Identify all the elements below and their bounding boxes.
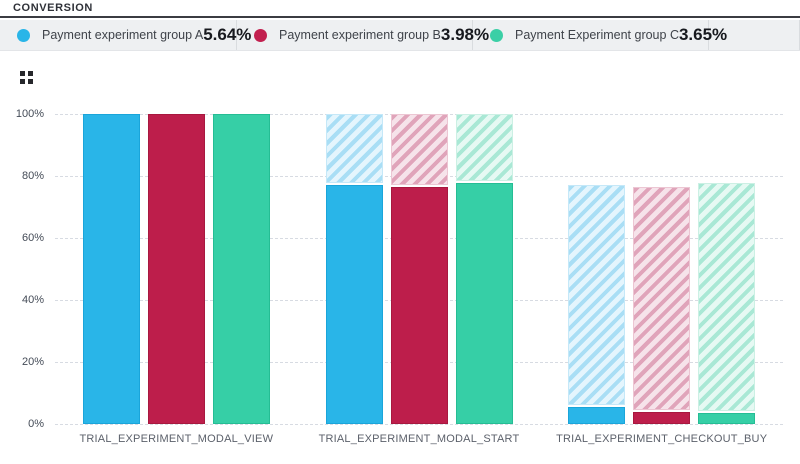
panel-header: CONVERSION [0,0,800,18]
legend-spacer [709,20,800,50]
legend-label: Payment experiment group A [42,28,204,42]
y-axis-tick-label: 20% [21,356,44,368]
bar-dropoff-trial_experiment_modal_start-series-1[interactable] [390,114,448,186]
bar-trial_experiment_modal_view-series-2[interactable] [212,114,270,424]
x-axis-category-label: TRIAL_EXPERIMENT_CHECKOUT_BUY [556,433,768,445]
bar-trial_experiment_modal_start-series-1[interactable] [390,187,448,424]
panel-title: CONVERSION [13,2,93,14]
x-axis-category-label: TRIAL_EXPERIMENT_MODAL_START [318,433,520,445]
bar-dropoff-trial_experiment_modal_start-series-0[interactable] [325,114,383,184]
legend-value: 3.65% [678,25,728,44]
bar-trial_experiment_checkout_buy-series-2[interactable] [698,412,756,424]
y-axis-tick-label: 100% [15,108,44,120]
bar-dropoff-trial_experiment_checkout_buy-series-0[interactable] [568,185,626,405]
grid-handle-icon[interactable] [20,71,33,84]
bar-trial_experiment_modal_start-series-0[interactable] [325,185,383,424]
bar-dropoff-trial_experiment_checkout_buy-series-1[interactable] [633,187,691,410]
legend: Payment experiment group A 5.64% Payment… [0,20,800,51]
x-axis-category-label: TRIAL_EXPERIMENT_MODAL_VIEW [79,433,274,445]
bar-dropoff-trial_experiment_checkout_buy-series-2[interactable] [698,183,756,411]
legend-item-group-b[interactable]: Payment experiment group B 3.98% [237,20,489,50]
legend-item-group-a[interactable]: Payment experiment group A 5.64% [0,20,251,50]
series-c-color-dot-icon [490,28,503,42]
series-b-color-dot-icon [254,28,267,42]
bar-trial_experiment_modal_start-series-2[interactable] [455,183,513,424]
bar-trial_experiment_modal_view-series-0[interactable] [82,114,140,424]
y-axis-tick-label: 60% [21,232,44,244]
bar-trial_experiment_checkout_buy-series-0[interactable] [568,406,626,424]
series-a-color-dot-icon [17,28,30,42]
gridline-0 [55,424,783,425]
funnel-bar-chart: 0% 20% 40% 60% 80% 100% TRIAL_EXPERIMENT_MODAL… [0,51,800,464]
legend-label: Payment experiment group B [279,28,441,42]
y-axis-tick-label: 40% [21,294,44,306]
y-axis-tick-label: 80% [21,170,44,182]
legend-value: 3.98% [440,25,490,44]
bar-trial_experiment_modal_view-series-1[interactable] [147,114,205,424]
bar-trial_experiment_checkout_buy-series-1[interactable] [633,411,691,424]
bar-dropoff-trial_experiment_modal_start-series-2[interactable] [455,114,513,182]
legend-value: 5.64% [203,25,252,44]
legend-label: Payment Experiment group C [515,28,679,42]
legend-item-group-c[interactable]: Payment Experiment group C 3.65% [473,20,727,50]
y-axis-tick-label: 0% [28,418,44,430]
